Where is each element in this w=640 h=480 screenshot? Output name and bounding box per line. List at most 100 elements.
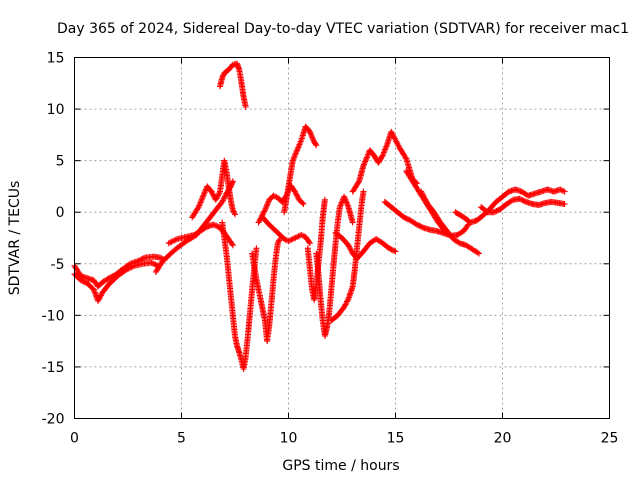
data-point <box>362 157 369 164</box>
data-point <box>202 224 209 231</box>
data-point <box>418 188 425 195</box>
data-point <box>80 278 87 285</box>
data-point <box>363 155 370 162</box>
data-point <box>404 216 411 223</box>
data-point <box>211 222 218 229</box>
data-point <box>517 196 524 203</box>
data-point <box>220 196 227 203</box>
data-point <box>423 198 430 205</box>
data-point <box>342 301 349 308</box>
data-point <box>242 104 249 110</box>
data-point <box>291 188 298 195</box>
data-point <box>148 259 155 266</box>
data-point <box>490 209 497 216</box>
data-point <box>276 237 283 244</box>
data-point <box>380 149 387 156</box>
data-point <box>216 190 223 196</box>
data-point <box>263 202 270 209</box>
data-point <box>378 153 385 160</box>
data-point <box>97 293 104 300</box>
data-point <box>209 191 216 198</box>
chart-title: Day 365 of 2024, Sidereal Day-to-day VTE… <box>57 21 629 37</box>
data-point <box>415 222 422 229</box>
data-point <box>361 161 367 168</box>
y-tick-label: 0 <box>56 205 65 221</box>
data-point <box>261 208 268 215</box>
data-point <box>412 220 419 227</box>
data-point <box>348 247 355 254</box>
data-point <box>214 192 221 199</box>
data-point <box>355 179 362 186</box>
x-tick-labels: 0 5 10 15 20 25 <box>70 431 618 447</box>
data-point <box>392 137 399 143</box>
data-point <box>403 215 410 222</box>
grid <box>74 57 610 419</box>
y-tick-label: 15 <box>47 51 65 67</box>
data-point <box>306 128 313 135</box>
data-point <box>289 157 296 164</box>
data-point <box>208 188 215 195</box>
data-point <box>285 238 292 245</box>
data-point <box>231 209 238 216</box>
data-point <box>360 162 367 169</box>
data-point <box>516 195 523 202</box>
data-point <box>152 261 159 268</box>
data-point <box>493 208 500 214</box>
data-point <box>270 192 277 199</box>
data-point <box>391 135 398 142</box>
data-point <box>344 298 350 305</box>
data-point <box>95 296 102 303</box>
data-point <box>232 211 238 218</box>
x-tick-label: 5 <box>177 431 186 447</box>
data-point <box>349 219 356 226</box>
data-point <box>294 194 301 201</box>
data-point <box>130 263 136 270</box>
data-point <box>343 300 350 306</box>
data-point <box>300 201 307 207</box>
data-point <box>388 246 395 253</box>
data-point <box>256 218 263 225</box>
data-point <box>494 207 501 214</box>
data-point <box>519 197 526 203</box>
data-point <box>508 197 515 204</box>
data-point <box>275 238 282 245</box>
x-tick-label: 15 <box>387 431 405 447</box>
data-point <box>299 232 306 239</box>
data-point <box>341 302 348 309</box>
y-tick-label: -15 <box>42 360 65 376</box>
data-point <box>172 236 179 243</box>
data-point <box>476 250 482 257</box>
data-point <box>418 190 425 196</box>
data-point <box>107 274 113 281</box>
plot-frame <box>74 57 610 419</box>
data-point <box>288 236 295 243</box>
data-point <box>388 128 395 135</box>
data-point <box>209 190 216 196</box>
data-point <box>393 138 400 145</box>
data-points <box>71 60 568 372</box>
data-point <box>77 277 84 284</box>
data-point <box>167 239 174 246</box>
data-point <box>391 134 398 141</box>
data-point <box>105 275 112 282</box>
data-point <box>345 242 352 249</box>
data-point <box>199 193 206 200</box>
data-point <box>157 254 164 261</box>
data-point <box>390 132 397 139</box>
data-point <box>229 179 236 186</box>
x-axis-label: GPS time / hours <box>282 458 399 474</box>
data-point <box>274 240 281 247</box>
data-point <box>281 236 288 242</box>
data-point <box>561 201 568 207</box>
data-point <box>151 261 158 267</box>
data-point <box>395 142 402 149</box>
data-point <box>306 240 313 247</box>
y-tick-label: -5 <box>51 257 65 273</box>
data-point <box>291 235 298 242</box>
data-point <box>171 237 178 244</box>
data-point <box>321 196 328 203</box>
data-point <box>230 208 237 215</box>
data-point <box>202 187 209 194</box>
data-point <box>419 224 425 231</box>
x-tick-label: 25 <box>601 431 619 447</box>
